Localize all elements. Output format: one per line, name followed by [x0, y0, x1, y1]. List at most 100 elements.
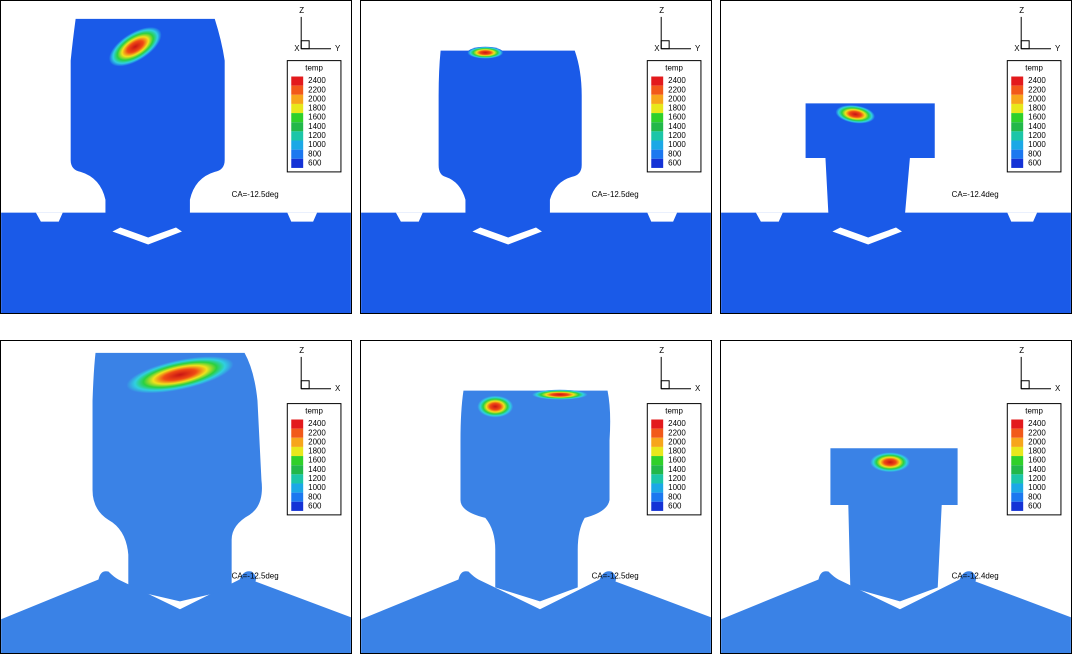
axis-box: [1020, 40, 1030, 50]
legend-swatch: [651, 474, 664, 484]
legend-swatch: [651, 465, 664, 475]
legend-swatch: [291, 85, 304, 95]
legend-swatch: [1011, 149, 1024, 159]
axis-box: [660, 380, 670, 390]
legend-swatch: [651, 76, 664, 86]
legend-swatch: [291, 492, 304, 502]
legend-level: 800: [308, 492, 322, 501]
legend-level: 1200: [668, 474, 686, 483]
legend-level: 2000: [1028, 437, 1046, 446]
floor: [1, 571, 351, 653]
crank-angle-label: CA=-12.5deg: [232, 572, 279, 581]
axis-box: [300, 40, 310, 50]
legend-level: 800: [668, 149, 682, 158]
legend-swatch: [651, 85, 664, 95]
legend-swatch: [291, 158, 304, 168]
legend-level: 1200: [1028, 474, 1046, 483]
legend-level: 1600: [308, 113, 326, 122]
legend-level: 2400: [668, 76, 686, 85]
hot-spot: [532, 389, 588, 400]
legend-swatch: [291, 456, 304, 466]
legend-level: 1200: [1028, 131, 1046, 140]
legend-level: 2200: [308, 85, 326, 94]
legend-level: 1400: [308, 122, 326, 131]
legend-level: 1000: [668, 483, 686, 492]
legend-level: 800: [668, 492, 682, 501]
legend-swatch: [651, 456, 664, 466]
legend-level: 800: [1028, 149, 1042, 158]
axis-label: X: [294, 44, 300, 53]
legend-swatch: [651, 428, 664, 438]
legend-level: 2200: [668, 428, 686, 437]
legend-level: 1000: [1028, 483, 1046, 492]
legend-swatch: [1011, 465, 1024, 475]
legend-title: temp: [665, 64, 683, 73]
legend-swatch: [291, 149, 304, 159]
chamber: [805, 103, 935, 215]
legend-swatch: [651, 158, 664, 168]
legend-swatch: [1011, 446, 1024, 457]
legend-swatch: [651, 113, 664, 123]
legend-swatch: [651, 492, 664, 502]
axis-label: X: [1014, 44, 1020, 53]
axis-label: Z: [299, 6, 304, 15]
legend-swatch: [291, 122, 304, 132]
legend-swatch: [1011, 483, 1024, 493]
legend-swatch: [651, 437, 664, 447]
legend-level: 1800: [1028, 447, 1046, 456]
crank-angle-label: CA=-12.4deg: [952, 190, 999, 199]
legend-swatch: [291, 446, 304, 457]
legend-level: 2400: [1028, 419, 1046, 428]
crank-angle-label: CA=-12.5deg: [232, 190, 279, 199]
legend-level: 1600: [308, 456, 326, 465]
legend-level: 1800: [308, 104, 326, 113]
legend-level: 2000: [668, 94, 686, 103]
legend-swatch: [1011, 103, 1024, 114]
legend-level: 600: [1028, 501, 1042, 510]
legend-level: 1000: [1028, 140, 1046, 149]
legend-swatch: [651, 94, 664, 104]
gap: [755, 212, 1038, 245]
legend-swatch: [651, 103, 664, 114]
legend-level: 1600: [1028, 113, 1046, 122]
legend-level: 2000: [308, 437, 326, 446]
legend-level: 2000: [308, 94, 326, 103]
legend-swatch: [1011, 419, 1024, 429]
axis-label: X: [695, 384, 701, 393]
legend-swatch: [651, 131, 664, 141]
legend-swatch: [291, 501, 304, 511]
legend-level: 800: [1028, 492, 1042, 501]
legend-level: 1000: [308, 140, 326, 149]
legend-level: 1400: [308, 465, 326, 474]
legend-level: 600: [308, 158, 322, 167]
legend-swatch: [1011, 158, 1024, 168]
legend-swatch: [651, 446, 664, 457]
legend-swatch: [1011, 140, 1024, 150]
axis-box: [300, 380, 310, 390]
legend-swatch: [651, 483, 664, 493]
legend-swatch: [1011, 76, 1024, 86]
floor: [361, 571, 711, 653]
floor: [721, 571, 1071, 653]
axis-label: X: [335, 384, 341, 393]
axis-label: X: [654, 44, 660, 53]
legend-swatch: [1011, 456, 1024, 466]
legend-swatch: [1011, 474, 1024, 484]
legend-swatch: [291, 131, 304, 141]
legend-swatch: [651, 419, 664, 429]
legend-level: 1600: [668, 113, 686, 122]
axis-label: Y: [335, 44, 341, 53]
legend-swatch: [291, 483, 304, 493]
legend-swatch: [291, 76, 304, 86]
axis-label: Y: [1055, 44, 1061, 53]
legend-swatch: [1011, 501, 1024, 511]
hot-spot: [108, 26, 162, 67]
legend-level: 1400: [1028, 122, 1046, 131]
hot-spot: [477, 395, 514, 418]
legend-swatch: [291, 94, 304, 104]
chamber: [92, 352, 262, 602]
